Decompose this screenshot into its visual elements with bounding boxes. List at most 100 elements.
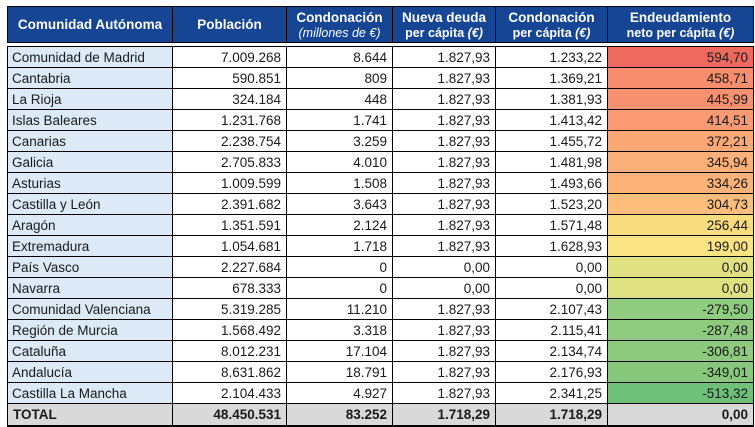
cell-nueva-deuda-per-capita: 1.827,93 xyxy=(392,88,496,110)
cell-condonacion: 809 xyxy=(286,67,393,89)
header-body-gap xyxy=(7,42,754,47)
cell-nueva-deuda-per-capita: 1.827,93 xyxy=(392,298,496,320)
cell-condonacion: 17.104 xyxy=(286,340,393,362)
cell-poblacion: 2.104.433 xyxy=(172,382,287,404)
cell-condonacion-per-capita: 0,00 xyxy=(495,277,608,299)
cell-nueva-deuda-per-capita: 1.827,93 xyxy=(392,172,496,194)
cell-condonacion-per-capita: 2.134,74 xyxy=(495,340,608,362)
cell-comunidad: Asturias xyxy=(7,172,173,194)
cell-condonacion-per-capita: 1.523,20 xyxy=(495,193,608,215)
cell-condonacion-per-capita: 1.571,48 xyxy=(495,214,608,236)
cell-comunidad: Andalucía xyxy=(7,361,173,383)
column-header-subtitle: per cápita (€) xyxy=(396,26,492,40)
cell-nueva-deuda-per-capita: 1.827,93 xyxy=(392,382,496,404)
cell-poblacion: 2.227.684 xyxy=(172,256,287,278)
cell-nueva-deuda-per-capita: 1.827,93 xyxy=(392,235,496,257)
cell-endeudamiento-neto: -287,48 xyxy=(607,319,754,341)
cell-condonacion: 4.010 xyxy=(286,151,393,173)
cell-poblacion: 1.054.681 xyxy=(172,235,287,257)
cell-endeudamiento-neto: -306,81 xyxy=(607,340,754,362)
cell-nueva-deuda-per-capita: 1.718,29 xyxy=(392,403,496,427)
table-row: La Rioja 324.184 448 1.827,93 1.381,93 445,99 xyxy=(7,88,754,110)
cell-nueva-deuda-per-capita: 1.827,93 xyxy=(392,130,496,152)
table-row: Islas Baleares 1.231.768 1.741 1.827,93 1.41… xyxy=(7,109,754,131)
cell-condonacion: 3.643 xyxy=(286,193,393,215)
cell-nueva-deuda-per-capita: 1.827,93 xyxy=(392,46,496,68)
table-row: Navarra 678.333 0 0,00 0,00 0,00 xyxy=(7,277,754,299)
table-row: Asturias 1.009.599 1.508 1.827,93 1.493,66 33… xyxy=(7,172,754,194)
cell-comunidad: Cataluña xyxy=(7,340,173,362)
cell-condonacion-per-capita: 1.369,21 xyxy=(495,67,608,89)
cell-poblacion: 678.333 xyxy=(172,277,287,299)
table-header-row: Comunidad Autónoma Población Condonación (m… xyxy=(7,6,754,43)
cell-nueva-deuda-per-capita: 1.827,93 xyxy=(392,319,496,341)
column-header-title: Condonación xyxy=(508,9,595,25)
total-row: TOTAL 48.450.531 83.252 1.718,29 1.718,29 0,0… xyxy=(7,403,754,427)
cell-nueva-deuda-per-capita: 1.827,93 xyxy=(392,193,496,215)
column-header-subtitle: (millones de €) xyxy=(290,26,389,40)
cell-endeudamiento-neto: 414,51 xyxy=(607,109,754,131)
cell-comunidad: Castilla y León xyxy=(7,193,173,215)
cell-condonacion-per-capita: 1.233,22 xyxy=(495,46,608,68)
column-header-0: Comunidad Autónoma xyxy=(7,6,173,43)
cell-nueva-deuda-per-capita: 0,00 xyxy=(392,277,496,299)
cell-condonacion: 0 xyxy=(286,277,393,299)
cell-condonacion: 0 xyxy=(286,256,393,278)
column-header-title: Comunidad Autónoma xyxy=(17,16,163,32)
cell-condonacion: 11.210 xyxy=(286,298,393,320)
cell-endeudamiento-neto: 256,44 xyxy=(607,214,754,236)
debt-condonation-table-region: Comunidad Autónoma Población Condonación (m… xyxy=(7,6,754,427)
cell-poblacion: 1.231.768 xyxy=(172,109,287,131)
column-header-2: Condonación (millones de €) xyxy=(286,6,393,43)
column-header-title: Endeudamiento xyxy=(629,9,732,25)
table-row: Castilla La Mancha 2.104.433 4.927 1.827,93… xyxy=(7,382,754,404)
cell-condonacion-per-capita: 1.381,93 xyxy=(495,88,608,110)
cell-poblacion: 8.631.862 xyxy=(172,361,287,383)
column-header-subtitle-text: per cápita xyxy=(512,25,576,40)
cell-endeudamiento-neto: 199,00 xyxy=(607,235,754,257)
cell-poblacion: 8.012.231 xyxy=(172,340,287,362)
cell-endeudamiento-neto: 0,00 xyxy=(607,256,754,278)
cell-endeudamiento-neto: 304,73 xyxy=(607,193,754,215)
cell-poblacion: 1.009.599 xyxy=(172,172,287,194)
cell-endeudamiento-neto: -349,01 xyxy=(607,361,754,383)
cell-condonacion: 8.644 xyxy=(286,46,393,68)
table-row: Cataluña 8.012.231 17.104 1.827,93 2.134,74-… xyxy=(7,340,754,362)
cell-nueva-deuda-per-capita: 1.827,93 xyxy=(392,214,496,236)
column-header-3: Nueva deuda per cápita (€) xyxy=(392,6,496,43)
cell-poblacion: 7.009.268 xyxy=(172,46,287,68)
cell-comunidad: Navarra xyxy=(7,277,173,299)
cell-endeudamiento-neto: 445,99 xyxy=(607,88,754,110)
cell-condonacion: 1.508 xyxy=(286,172,393,194)
cell-condonacion-per-capita: 2.176,93 xyxy=(495,361,608,383)
table-row: Galicia 2.705.833 4.010 1.827,93 1.481,98 345… xyxy=(7,151,754,173)
cell-condonacion: 18.791 xyxy=(286,361,393,383)
cell-condonacion: 3.318 xyxy=(286,319,393,341)
cell-comunidad: Islas Baleares xyxy=(7,109,173,131)
cell-condonacion-per-capita: 2.341,25 xyxy=(495,382,608,404)
table-row: Comunidad de Madrid 7.009.268 8.644 1.827,9… xyxy=(7,46,754,68)
column-header-title: Condonación xyxy=(296,9,383,25)
table-row: Castilla y León 2.391.682 3.643 1.827,93 1.5… xyxy=(7,193,754,215)
column-header-title: Población xyxy=(197,16,262,32)
cell-nueva-deuda-per-capita: 0,00 xyxy=(392,256,496,278)
column-header-subtitle-unit: (€) xyxy=(575,25,591,40)
cell-condonacion-per-capita: 1.455,72 xyxy=(495,130,608,152)
cell-condonacion: 3.259 xyxy=(286,130,393,152)
table-row: Extremadura 1.054.681 1.718 1.827,93 1.628,9… xyxy=(7,235,754,257)
cell-endeudamiento-neto: 594,70 xyxy=(607,46,754,68)
table-row: País Vasco 2.227.684 0 0,00 0,00 0,00 xyxy=(7,256,754,278)
cell-condonacion: 2.124 xyxy=(286,214,393,236)
cell-condonacion-per-capita: 1.628,93 xyxy=(495,235,608,257)
cell-comunidad: Canarias xyxy=(7,130,173,152)
cell-comunidad: Región de Murcia xyxy=(7,319,173,341)
cell-endeudamiento-neto: 372,21 xyxy=(607,130,754,152)
column-header-subtitle: neto per cápita (€) xyxy=(611,26,750,40)
cell-poblacion: 48.450.531 xyxy=(172,403,287,427)
cell-comunidad: La Rioja xyxy=(7,88,173,110)
cell-poblacion: 2.391.682 xyxy=(172,193,287,215)
cell-condonacion: 1.741 xyxy=(286,109,393,131)
cell-endeudamiento-neto: 458,71 xyxy=(607,67,754,89)
cell-endeudamiento-neto: 334,26 xyxy=(607,172,754,194)
cell-endeudamiento-neto: -513,32 xyxy=(607,382,754,404)
